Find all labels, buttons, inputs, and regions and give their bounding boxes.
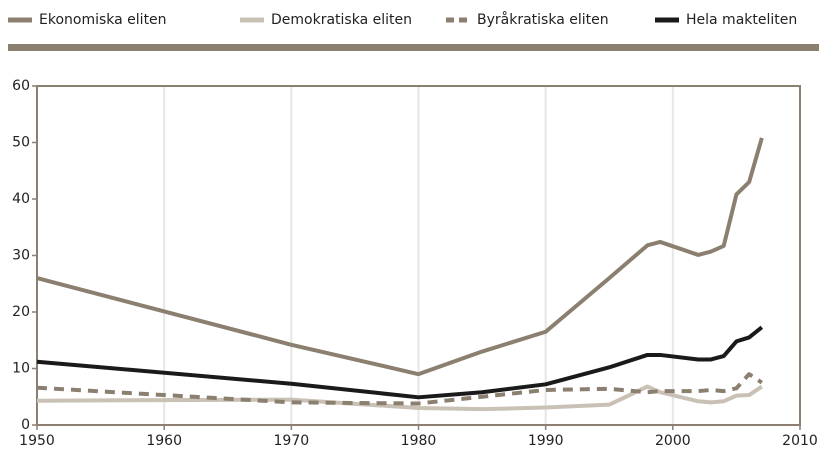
x-tick-label: 1950 (19, 433, 55, 449)
legend-label: Byråkratiska eliten (477, 11, 609, 28)
legend-label: Ekonomiska eliten (39, 12, 167, 28)
x-tick-label: 1970 (274, 433, 310, 449)
series-line (36, 384, 763, 412)
x-tick-label: 2010 (782, 433, 818, 449)
legend-label: Demokratiska eliten (271, 12, 412, 28)
plot-frame (36, 85, 801, 426)
y-tick-label: 60 (12, 78, 30, 94)
x-tick-label: 1980 (401, 433, 437, 449)
legend-rule (8, 44, 819, 51)
x-tick-label: 1990 (528, 433, 564, 449)
x-tick-label: 1960 (146, 433, 182, 449)
legend-label: Hela makteliten (686, 12, 797, 28)
series-line (36, 137, 764, 377)
x-tick-label: 2000 (655, 433, 691, 449)
y-tick-label: 30 (12, 248, 30, 264)
y-tick-label: 10 (12, 361, 30, 377)
series-line (36, 372, 763, 406)
y-tick-label: 20 (12, 304, 30, 320)
y-tick-label: 40 (12, 191, 30, 207)
y-tick-label: 50 (12, 135, 30, 151)
y-tick-label: 0 (21, 417, 30, 433)
series-line (36, 325, 764, 400)
